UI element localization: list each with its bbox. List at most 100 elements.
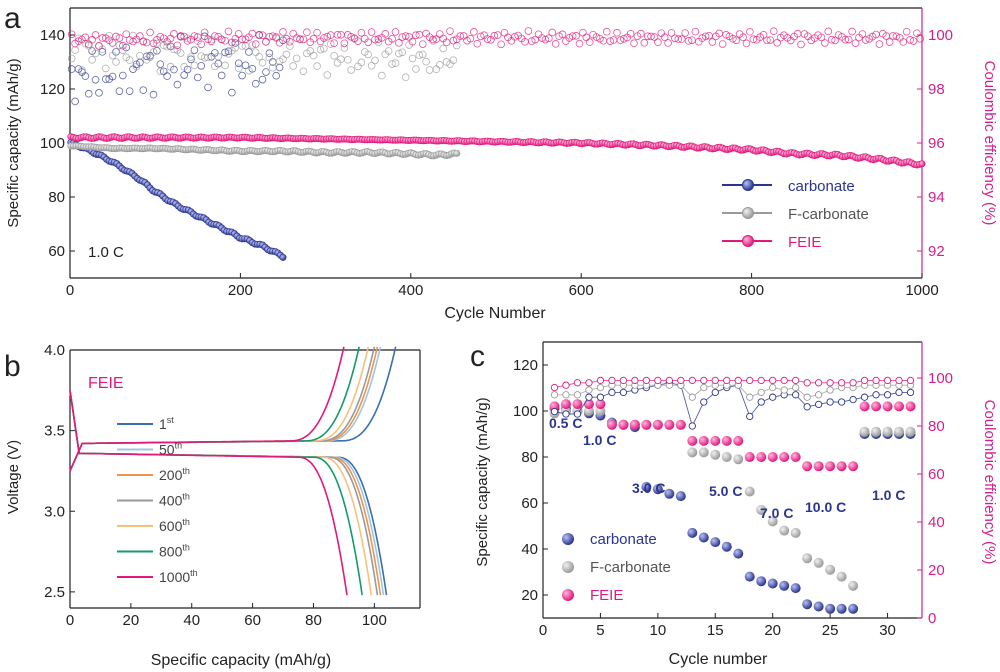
data-point xyxy=(895,376,903,385)
data-point xyxy=(115,34,124,42)
data-point xyxy=(234,30,243,38)
panel-b-xtick-label: 60 xyxy=(244,612,261,629)
legend-label: 600th xyxy=(159,517,190,534)
panel-c-xlabel: Cycle number xyxy=(669,651,768,668)
panel-c-xtick-label: 5 xyxy=(596,622,604,639)
data-point xyxy=(826,379,834,387)
data-point xyxy=(258,75,267,84)
data-point xyxy=(279,28,287,36)
series-line xyxy=(554,382,911,428)
data-point xyxy=(449,36,458,45)
legend-label: 1st xyxy=(159,415,174,432)
data-point xyxy=(848,27,856,36)
data-point xyxy=(251,79,260,88)
data-point xyxy=(132,62,141,71)
data-point xyxy=(626,29,635,38)
data-point xyxy=(837,379,846,387)
panel-a-xlabel: Cycle Number xyxy=(444,305,546,322)
data-point xyxy=(224,47,233,56)
data-point xyxy=(115,87,124,95)
data-point xyxy=(918,160,926,168)
data-point xyxy=(550,383,559,392)
data-point xyxy=(401,73,410,81)
data-point xyxy=(797,40,805,49)
data-point xyxy=(913,29,921,37)
panel-a-y2label: Coulombic efficiency (%) xyxy=(981,61,998,226)
data-point xyxy=(211,62,219,71)
data-point xyxy=(688,376,696,385)
data-point xyxy=(606,37,614,45)
legend-label: 200th xyxy=(159,466,190,483)
data-point xyxy=(408,37,417,46)
data-point xyxy=(836,461,847,472)
data-point xyxy=(395,39,403,47)
data-point xyxy=(255,52,263,61)
legend-label-sup: st xyxy=(167,415,175,425)
data-point xyxy=(330,51,338,60)
data-point xyxy=(759,31,768,39)
panel-c-ytick-label: 20 xyxy=(521,587,538,604)
panel-c-y2tick-label: 60 xyxy=(928,466,945,483)
data-point xyxy=(194,33,202,41)
panel-c-legend: carbonate F-carbonate FEIE xyxy=(562,531,671,604)
data-point xyxy=(456,32,465,40)
data-point xyxy=(606,419,617,430)
data-point xyxy=(889,32,897,40)
data-point xyxy=(412,65,420,73)
panel-c-y2tick-label: 0 xyxy=(928,610,936,627)
data-point xyxy=(156,32,165,41)
data-point xyxy=(95,42,103,50)
data-point xyxy=(194,73,202,82)
legend-marker xyxy=(742,179,754,191)
panel-b-ytick-label: 3.5 xyxy=(44,423,65,440)
data-point xyxy=(665,376,673,385)
data-point xyxy=(251,48,260,57)
data-point xyxy=(916,35,925,43)
data-point xyxy=(825,564,836,575)
series-feie xyxy=(67,133,926,169)
data-point xyxy=(418,50,427,59)
data-point xyxy=(190,32,199,40)
data-point xyxy=(769,27,778,36)
panel-c-ytick-label: 60 xyxy=(521,495,538,512)
data-point xyxy=(323,71,332,79)
data-point xyxy=(119,46,127,55)
data-point xyxy=(769,383,777,392)
data-point xyxy=(723,376,731,385)
data-point xyxy=(238,71,246,80)
data-point xyxy=(779,525,790,536)
data-point xyxy=(734,376,742,385)
data-point xyxy=(619,388,628,397)
panel-c-xtick-label: 30 xyxy=(879,622,896,639)
rate-label: 3.0 C xyxy=(632,480,665,496)
data-point xyxy=(119,71,127,80)
data-point xyxy=(872,391,880,399)
panel-a-y2tick-label: 94 xyxy=(928,189,945,206)
data-point xyxy=(241,61,250,70)
data-point xyxy=(871,426,882,437)
series-f-carbonate xyxy=(67,142,461,160)
data-point xyxy=(905,401,916,412)
data-point xyxy=(156,60,165,68)
data-point xyxy=(374,35,383,43)
data-point xyxy=(173,41,182,50)
data-point xyxy=(330,39,338,47)
data-point xyxy=(710,537,721,548)
panel-b-ytick-label: 2.5 xyxy=(44,584,65,601)
series-carbonate-ce xyxy=(67,31,287,106)
data-point xyxy=(262,38,270,46)
data-point xyxy=(802,553,813,564)
legend-label: F-carbonate xyxy=(590,559,671,576)
data-point xyxy=(860,393,869,401)
data-point xyxy=(746,376,754,385)
panel-a-chart: Cycle Number Specific capacity (mAh/g) C… xyxy=(5,7,998,322)
data-point xyxy=(825,461,836,472)
data-point xyxy=(858,30,867,38)
data-point xyxy=(883,376,892,385)
data-point xyxy=(550,391,559,399)
curve-1000th xyxy=(69,346,348,596)
data-point xyxy=(756,452,767,462)
panel-a-xtick-label: 1000 xyxy=(905,282,938,299)
data-point xyxy=(721,452,732,462)
data-point xyxy=(711,376,719,385)
